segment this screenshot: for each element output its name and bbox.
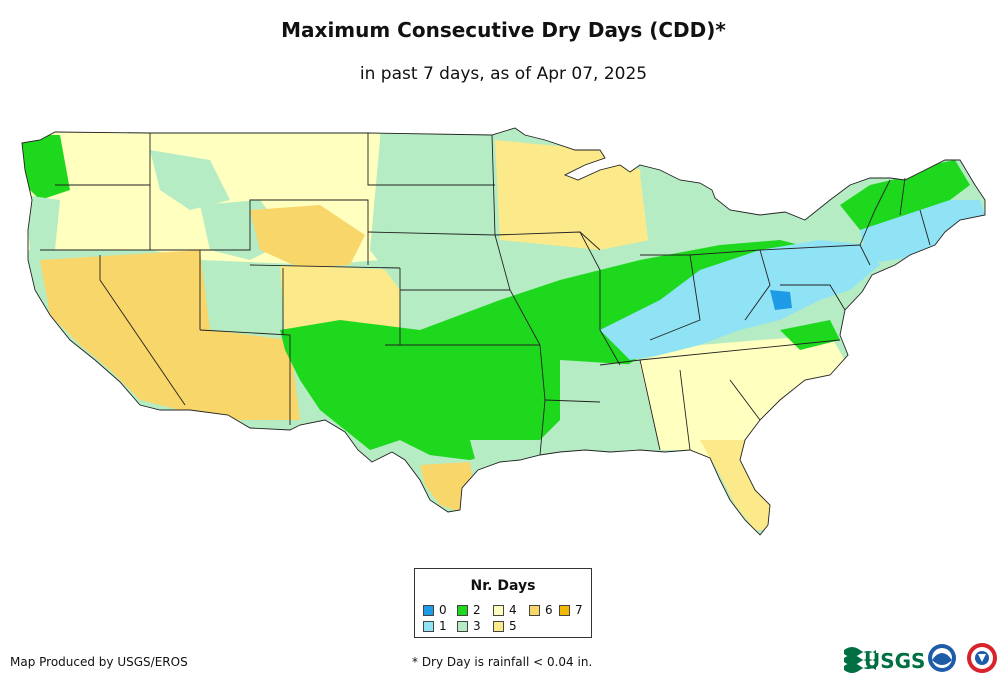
usgs-logo: USGS <box>844 647 925 673</box>
legend-item-1: 1 <box>423 619 447 633</box>
legend-swatch <box>423 605 434 616</box>
legend-swatch <box>457 621 468 632</box>
legend-title: Nr. Days <box>470 578 536 594</box>
noaa-logo <box>928 644 956 672</box>
dry-day-note: * Dry Day is rainfall < 0.04 in. <box>412 655 593 669</box>
legend-item-4: 4 <box>493 603 517 617</box>
legend: Nr. Days 0 2 4 6 7 1 3 5 <box>414 568 592 638</box>
legend-item-3: 3 <box>457 619 481 633</box>
legend-swatch <box>493 621 504 632</box>
agency-logos: USGS <box>844 643 997 673</box>
map-subtitle: in past 7 days, as of Apr 07, 2025 <box>359 64 648 84</box>
svg-text:USGS: USGS <box>864 649 925 673</box>
cdd-fill <box>22 130 985 530</box>
legend-item-0: 0 <box>423 603 447 617</box>
nws-logo <box>967 643 997 673</box>
legend-swatch <box>423 621 434 632</box>
state-borders <box>21 127 986 536</box>
legend-swatch <box>457 605 468 616</box>
legend-item-5: 5 <box>493 619 517 633</box>
conus-map <box>21 127 986 536</box>
legend-swatch <box>493 605 504 616</box>
legend-swatch <box>529 605 540 616</box>
legend-swatch <box>559 605 570 616</box>
legend-item-7: 7 <box>559 603 583 617</box>
credit-text: Map Produced by USGS/EROS <box>10 655 188 669</box>
legend-item-2: 2 <box>457 603 481 617</box>
map-title: Maximum Consecutive Dry Days (CDD)* <box>281 18 726 42</box>
legend-item-6: 6 <box>529 603 553 617</box>
